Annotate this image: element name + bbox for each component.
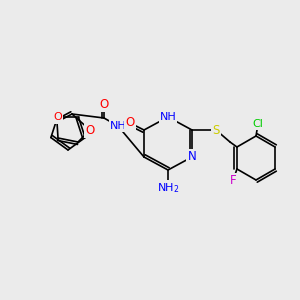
Text: S: S — [212, 124, 220, 136]
Text: F: F — [230, 175, 236, 188]
Text: N: N — [188, 151, 196, 164]
Text: O: O — [125, 116, 135, 130]
Text: NH: NH — [160, 112, 176, 122]
Text: O: O — [85, 124, 94, 136]
Text: Cl: Cl — [253, 119, 263, 129]
Text: O: O — [53, 112, 62, 122]
Text: NH$_2$: NH$_2$ — [157, 181, 179, 195]
Text: O: O — [99, 98, 109, 110]
Text: NH: NH — [110, 121, 126, 131]
